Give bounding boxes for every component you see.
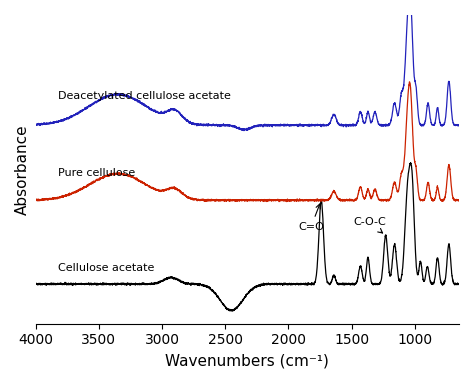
Text: Deacetylated cellulose acetate: Deacetylated cellulose acetate <box>58 91 231 101</box>
Text: Pure cellulose: Pure cellulose <box>58 168 136 178</box>
Text: Cellulose acetate: Cellulose acetate <box>58 263 155 273</box>
Text: C-O-C: C-O-C <box>353 217 386 233</box>
Y-axis label: Absorbance: Absorbance <box>15 124 30 215</box>
Text: C=O: C=O <box>298 204 324 232</box>
X-axis label: Wavenumbers (cm⁻¹): Wavenumbers (cm⁻¹) <box>165 353 329 368</box>
